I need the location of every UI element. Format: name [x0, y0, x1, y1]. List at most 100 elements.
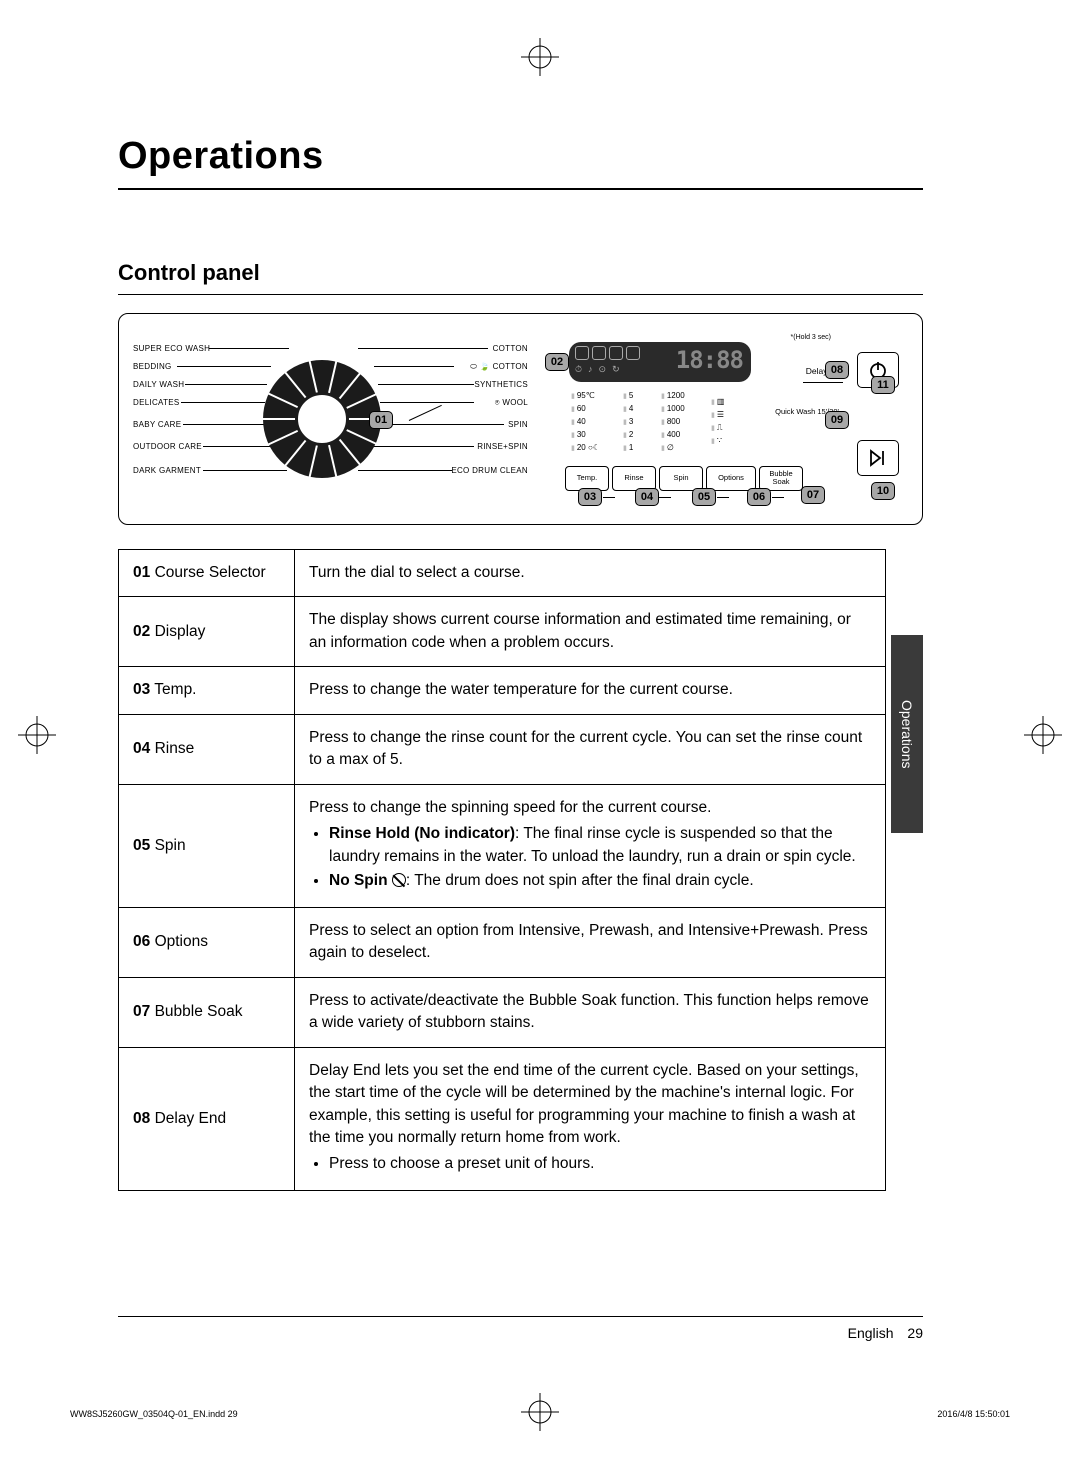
- control-panel-figure: SUPER ECO WASH BEDDING DAILY WASH DELICA…: [118, 313, 923, 525]
- display-area: *(Hold 3 sec) ⏱♪⊙↻ 18:88 Delay End Quick…: [543, 336, 911, 506]
- leader-line: [358, 348, 488, 349]
- badge-line: [772, 497, 784, 498]
- rinse-val: 5: [623, 391, 633, 404]
- row-label: Delay End: [155, 1110, 227, 1127]
- section-heading: Control panel: [118, 260, 923, 286]
- row-num: 03: [133, 681, 150, 698]
- course-dark-garment: DARK GARMENT: [133, 466, 201, 475]
- table-row: 04 Rinse Press to change the rinse count…: [119, 714, 886, 784]
- badge-08: 08: [825, 361, 849, 379]
- leader-line: [183, 424, 265, 425]
- footer-language: English: [848, 1325, 894, 1341]
- badge-05: 05: [692, 488, 716, 506]
- footer-rule: [118, 1316, 923, 1317]
- options-button[interactable]: Options: [706, 466, 756, 491]
- course-rinse-spin: RINSE+SPIN: [477, 442, 528, 451]
- dial-area: SUPER ECO WASH BEDDING DAILY WASH DELICA…: [133, 344, 528, 496]
- leader-line: [378, 384, 474, 385]
- temp-button[interactable]: Temp.: [565, 466, 609, 491]
- row-num: 04: [133, 740, 150, 757]
- course-synthetics: SYNTHETICS: [474, 380, 528, 389]
- badge-09: 09: [825, 411, 849, 429]
- hold-label: *(Hold 3 sec): [791, 334, 831, 341]
- temp-val: 40 ⁠: [571, 417, 600, 430]
- row-label: Bubble Soak: [155, 1003, 243, 1020]
- start-pause-button[interactable]: [857, 440, 899, 476]
- bubble-soak-button[interactable]: Bubble Soak: [759, 466, 803, 491]
- leader-line: [380, 424, 504, 425]
- badge-line: [603, 497, 615, 498]
- course-eco-cotton: ⬭ 🍃 COTTON: [470, 362, 528, 372]
- row-label: Display: [155, 623, 206, 640]
- table-row: 01 Course Selector Turn the dial to sele…: [119, 550, 886, 597]
- row-desc: Delay End lets you set the end time of t…: [295, 1047, 886, 1190]
- leader-line: [203, 446, 271, 447]
- temp-val: 20 ○☾: [571, 443, 600, 456]
- badge-02: 02: [545, 353, 569, 371]
- rinse-val: 1: [623, 443, 633, 456]
- row-num: 01: [133, 564, 150, 581]
- play-pause-icon: [868, 448, 888, 468]
- description-table: 01 Course Selector Turn the dial to sele…: [118, 549, 886, 1191]
- rinse-button[interactable]: Rinse: [612, 466, 656, 491]
- row-desc: The display shows current course informa…: [295, 597, 886, 667]
- badge-06: 06: [747, 488, 771, 506]
- course-delicates: DELICATES: [133, 398, 180, 407]
- row-num: 06: [133, 933, 150, 950]
- badge-line: [659, 497, 671, 498]
- row-desc: Press to change the rinse count for the …: [295, 714, 886, 784]
- rinse-val: 2: [623, 430, 633, 443]
- page-title: Operations: [118, 135, 923, 178]
- row-desc: Turn the dial to select a course.: [295, 550, 886, 597]
- footer-page: 29: [907, 1325, 923, 1341]
- no-spin-icon: [392, 873, 406, 887]
- badge-04: 04: [635, 488, 659, 506]
- page-content: Operations Control panel SUPER ECO WASH …: [118, 135, 923, 1191]
- table-row: 07 Bubble Soak Press to activate/deactiv…: [119, 977, 886, 1047]
- course-selector-dial[interactable]: [263, 360, 381, 478]
- leader-line: [358, 470, 452, 471]
- course-eco-drum-clean: ECO DRUM CLEAN: [451, 466, 528, 475]
- spin-val: 1200: [661, 391, 685, 404]
- footer-date: 2016/4/8 15:50:01: [937, 1409, 1010, 1419]
- badge-03: 03: [578, 488, 602, 506]
- crop-mark-right: [1024, 716, 1062, 754]
- row-label: Options: [155, 933, 208, 950]
- rinse-val: 4: [623, 404, 633, 417]
- leader-line: [380, 402, 474, 403]
- row-desc: Press to change the spinning speed for t…: [295, 784, 886, 907]
- leader-line: [177, 366, 271, 367]
- course-daily-wash: DAILY WASH: [133, 380, 184, 389]
- row-desc: Press to select an option from Intensive…: [295, 907, 886, 977]
- button-row: Temp. Rinse Spin Options Bubble Soak: [565, 466, 803, 491]
- row-num: 08: [133, 1110, 150, 1127]
- section-rule: [118, 294, 923, 295]
- opt-val: ☰: [711, 410, 724, 423]
- footer-text: English 29: [848, 1325, 923, 1341]
- rinse-val: 3: [623, 417, 633, 430]
- spin-val: 1000: [661, 404, 685, 417]
- temp-val: 95℃: [571, 391, 600, 404]
- leader-line: [374, 446, 474, 447]
- course-bedding: BEDDING: [133, 362, 172, 371]
- display-time: 18:88: [676, 346, 743, 374]
- course-spin: SPIN: [508, 420, 528, 429]
- course-wool: ⍟ WOOL: [495, 398, 528, 408]
- row-num: 07: [133, 1003, 150, 1020]
- leader-line: [181, 402, 265, 403]
- leader-line: [185, 384, 267, 385]
- badge-line: [717, 497, 729, 498]
- spin-button[interactable]: Spin: [659, 466, 703, 491]
- dial-knob: [295, 392, 349, 446]
- badge-01: 01: [369, 411, 393, 429]
- course-super-eco: SUPER ECO WASH: [133, 344, 210, 353]
- spin-val: 800: [661, 417, 685, 430]
- spin-val: ∅: [661, 443, 685, 456]
- row-num: 05: [133, 837, 150, 854]
- row-label: Course Selector: [155, 564, 266, 581]
- display-icons: [575, 346, 640, 360]
- row-label: Spin: [155, 837, 186, 854]
- table-row: 02 Display The display shows current cou…: [119, 597, 886, 667]
- row-label: Temp.: [154, 681, 196, 698]
- course-outdoor-care: OUTDOOR CARE: [133, 442, 202, 451]
